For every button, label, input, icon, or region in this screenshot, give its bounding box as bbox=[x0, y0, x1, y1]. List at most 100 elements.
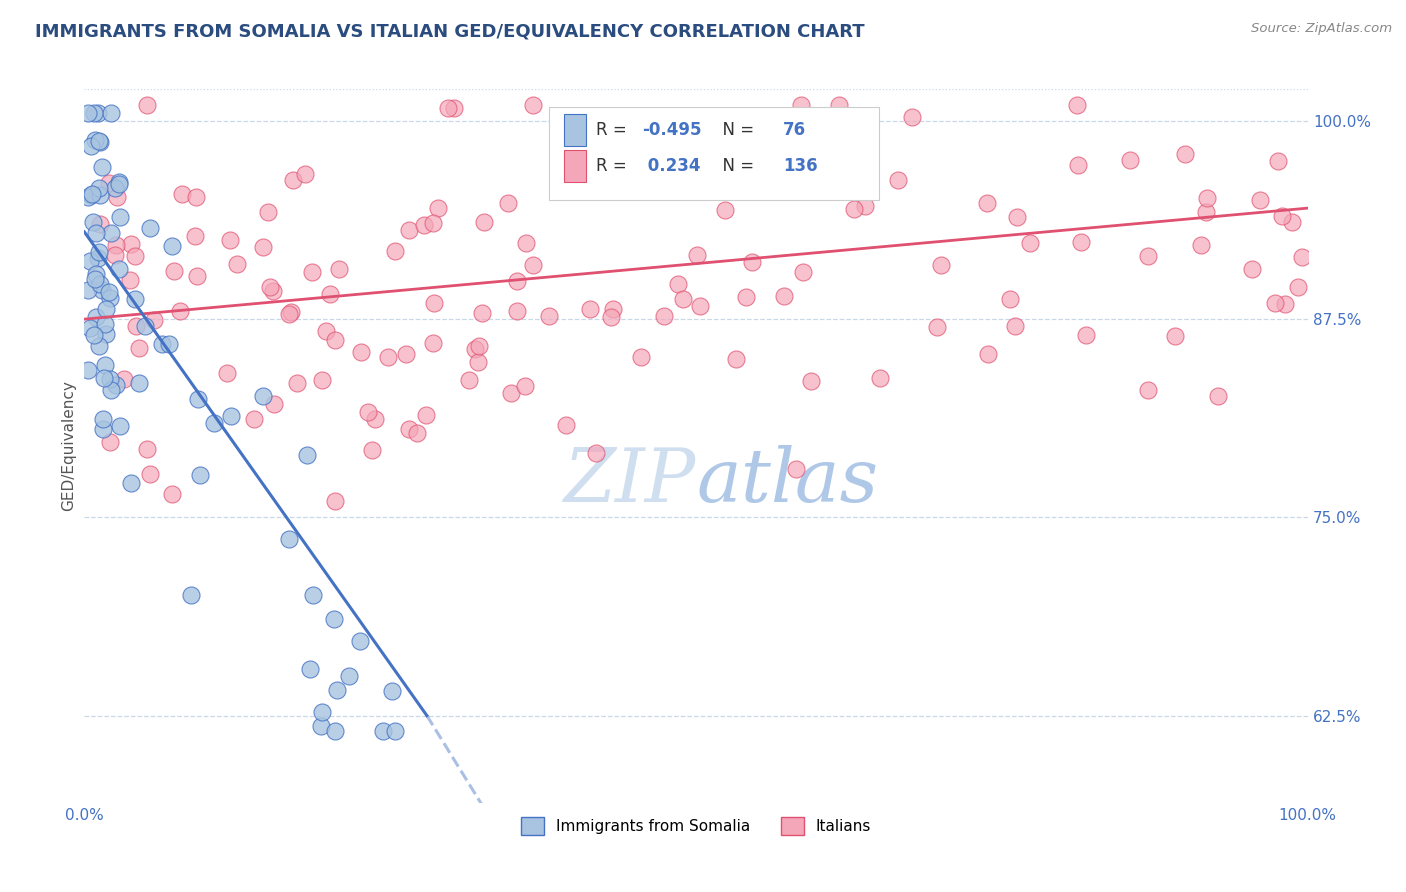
Point bbox=[976, 346, 998, 360]
Point bbox=[186, 269, 208, 284]
Point bbox=[105, 237, 128, 252]
Point bbox=[100, 106, 122, 120]
Point bbox=[77, 284, 100, 298]
Point bbox=[94, 327, 117, 342]
Point bbox=[360, 443, 382, 458]
Point bbox=[184, 229, 207, 244]
Point bbox=[124, 249, 146, 263]
Point bbox=[89, 187, 111, 202]
Point bbox=[1004, 318, 1026, 333]
Point bbox=[1291, 250, 1313, 264]
Point bbox=[467, 339, 489, 353]
Point bbox=[87, 134, 110, 148]
Point bbox=[371, 724, 394, 739]
Point bbox=[773, 289, 796, 303]
Point bbox=[363, 412, 385, 426]
Point bbox=[311, 705, 333, 719]
Point bbox=[169, 304, 191, 318]
FancyBboxPatch shape bbox=[550, 107, 880, 200]
Point bbox=[86, 268, 108, 282]
Point bbox=[844, 202, 866, 217]
Point bbox=[585, 446, 607, 460]
Point bbox=[1249, 193, 1271, 207]
Point bbox=[887, 173, 910, 187]
Point bbox=[740, 254, 762, 268]
Point bbox=[150, 337, 173, 351]
Point bbox=[828, 98, 851, 112]
Point bbox=[464, 342, 486, 356]
Point bbox=[1174, 146, 1197, 161]
Point bbox=[1274, 297, 1296, 311]
Point bbox=[98, 291, 121, 305]
Point bbox=[108, 261, 131, 276]
Text: N =: N = bbox=[711, 157, 759, 175]
Point bbox=[522, 258, 544, 272]
Point bbox=[91, 412, 114, 426]
Point bbox=[1286, 279, 1309, 293]
Point bbox=[496, 195, 519, 210]
Point bbox=[1070, 235, 1092, 250]
Point bbox=[713, 202, 735, 217]
Point bbox=[1206, 389, 1229, 403]
Point bbox=[785, 462, 807, 476]
Point bbox=[319, 287, 342, 301]
Point bbox=[256, 204, 278, 219]
Point bbox=[384, 244, 406, 258]
Point bbox=[357, 405, 380, 419]
Point bbox=[112, 372, 135, 386]
Point bbox=[94, 302, 117, 317]
Point bbox=[160, 487, 183, 501]
Point bbox=[506, 303, 529, 318]
Point bbox=[472, 215, 495, 229]
Point bbox=[79, 320, 101, 334]
Point bbox=[91, 283, 114, 297]
Point bbox=[125, 319, 148, 334]
Point bbox=[89, 217, 111, 231]
Point bbox=[620, 155, 643, 169]
Point bbox=[350, 345, 373, 359]
Point bbox=[83, 272, 105, 286]
Point bbox=[162, 238, 184, 252]
Point bbox=[79, 254, 101, 268]
Point bbox=[83, 106, 105, 120]
Text: IMMIGRANTS FROM SOMALIA VS ITALIAN GED/EQUIVALENCY CORRELATION CHART: IMMIGRANTS FROM SOMALIA VS ITALIAN GED/E… bbox=[35, 22, 865, 40]
Point bbox=[1066, 98, 1088, 112]
Point bbox=[853, 198, 876, 212]
Point bbox=[262, 284, 284, 298]
Point bbox=[98, 435, 121, 450]
Point bbox=[1136, 383, 1159, 397]
Point bbox=[103, 248, 125, 262]
Point bbox=[1194, 204, 1216, 219]
Point bbox=[215, 366, 238, 380]
Point bbox=[384, 724, 406, 739]
Text: R =: R = bbox=[596, 157, 631, 175]
Point bbox=[105, 377, 128, 392]
Point bbox=[124, 292, 146, 306]
Point bbox=[931, 258, 953, 272]
Point bbox=[800, 374, 823, 388]
Point bbox=[398, 223, 420, 237]
Point bbox=[77, 106, 100, 120]
Point bbox=[301, 265, 323, 279]
Point bbox=[100, 383, 122, 397]
Point bbox=[328, 262, 350, 277]
Point bbox=[280, 305, 302, 319]
Point bbox=[89, 245, 111, 260]
Point bbox=[134, 319, 156, 334]
Point bbox=[83, 328, 105, 343]
Point bbox=[82, 186, 104, 201]
Point bbox=[405, 426, 427, 441]
Point bbox=[157, 337, 180, 351]
Point bbox=[80, 188, 103, 202]
Point bbox=[976, 196, 998, 211]
Point bbox=[443, 101, 465, 115]
Point bbox=[315, 324, 337, 338]
Point bbox=[689, 299, 711, 313]
Point bbox=[84, 310, 107, 324]
Point bbox=[423, 295, 446, 310]
Text: N =: N = bbox=[711, 121, 759, 139]
Point bbox=[80, 139, 103, 153]
Point bbox=[799, 157, 821, 171]
Point bbox=[413, 218, 436, 232]
Point bbox=[1119, 153, 1142, 168]
